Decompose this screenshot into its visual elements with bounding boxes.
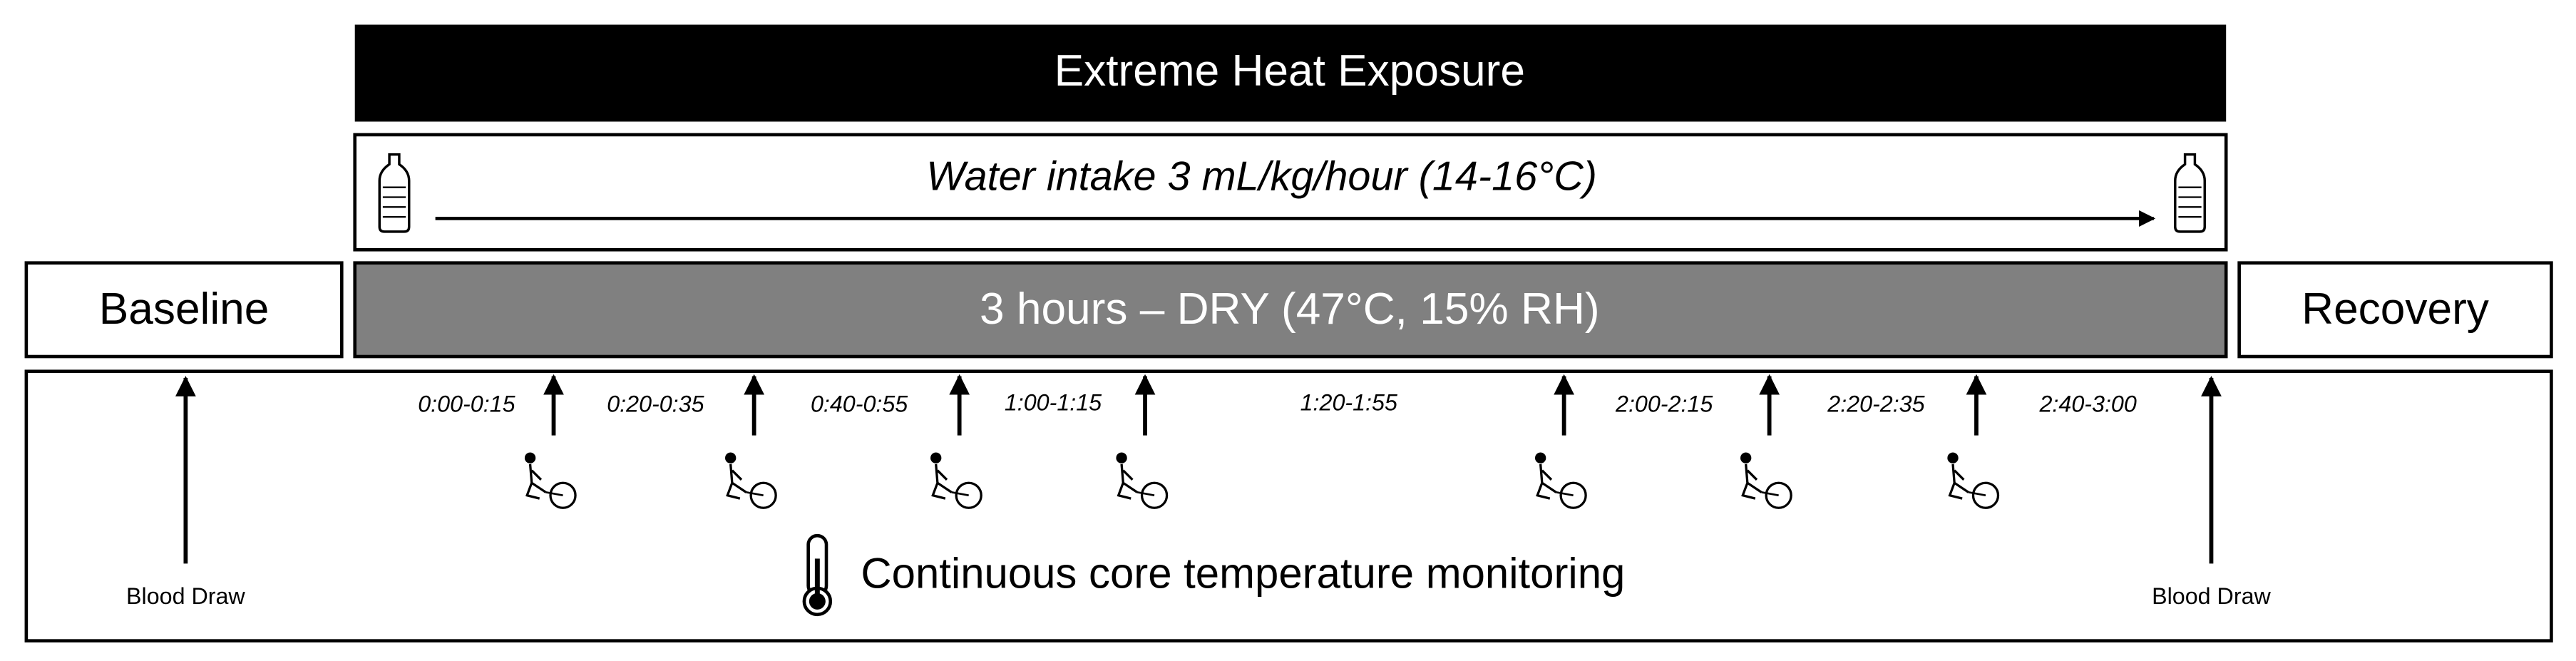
interval-label: 2:40-3:00 [2039, 391, 2137, 417]
interval-label: 1:20-1:55 [1300, 389, 1398, 415]
exposure-bar [353, 261, 2228, 359]
recovery-label: Recovery [2302, 285, 2489, 334]
blood-draw-label: Blood Draw [126, 583, 245, 609]
interval-label: 2:20-2:35 [1827, 391, 1925, 417]
interval-label: 0:40-0:55 [811, 391, 908, 417]
baseline-box [24, 261, 344, 359]
exposure-label: 3 hours – DRY (47°C, 15% RH) [980, 285, 1600, 334]
header-title: Extreme Heat Exposure [1054, 46, 1525, 96]
header-bar [354, 24, 2227, 122]
monitoring-label: Continuous core temperature monitoring [861, 550, 1625, 598]
monitoring-box [24, 369, 2553, 642]
water-box [353, 133, 2228, 252]
arrows [175, 374, 2222, 564]
thermometer-icon [802, 533, 833, 617]
blood-draw-label: Blood Draw [2152, 583, 2271, 609]
recovery-box [2237, 261, 2553, 359]
interval-label: 0:20-0:35 [607, 391, 704, 417]
baseline-label: Baseline [99, 285, 270, 334]
water-label: Water intake 3 mL/kg/hour (14-16°C) [926, 153, 1597, 199]
interval-label: 1:00-1:15 [1005, 389, 1102, 415]
interval-label: 2:00-2:15 [1615, 391, 1713, 417]
interval-label: 0:00-0:15 [418, 391, 515, 417]
